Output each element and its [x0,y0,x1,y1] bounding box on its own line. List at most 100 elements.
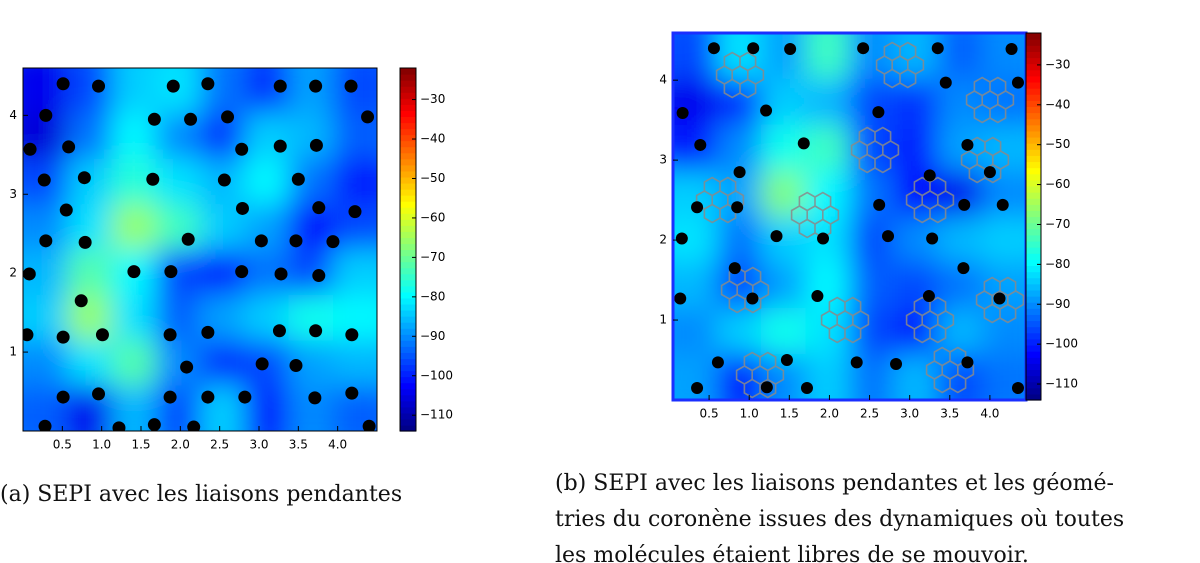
dangling-bond [78,235,92,249]
heatmap-cell [937,170,983,218]
dangling-bond [931,42,944,55]
heatmap-cell [893,262,939,310]
dangling-bond [850,356,863,369]
heatmap [673,33,1026,400]
dangling-bond [676,106,689,119]
dangling-bond [770,230,783,243]
x-tick-label: 0.5 [53,438,72,452]
colorbar-segment [400,68,416,75]
colorbar-segment [1026,332,1041,340]
heatmap-cell [893,124,939,172]
y-tick-label: 3 [9,187,17,201]
heatmap-cell [893,308,939,356]
dangling-bond [922,290,935,303]
colorbar-segment [400,303,416,311]
heatmap-cell [288,249,334,296]
heatmap-cell [805,124,851,172]
dangling-bond [961,138,974,151]
dangling-bond [56,390,70,404]
heatmap-cell [849,124,895,172]
colorbar-segment [400,170,416,178]
colorbar-tick-label: −30 [1045,57,1070,71]
molecule [905,176,955,224]
y-tick-label: 2 [9,266,17,280]
molecule [720,266,770,314]
colorbar-segment [400,122,416,130]
colorbar-segment [400,140,416,148]
dangling-bond [235,201,249,215]
dangling-bond [59,203,73,217]
heatmap-cell [761,33,807,80]
colorbar-segment [1026,118,1041,126]
colorbar-segment [400,80,416,87]
dangling-bond [817,232,830,245]
molecule [925,346,975,394]
dangling-bond [146,172,160,186]
dangling-bond [760,104,773,117]
colorbar-segment [1026,326,1041,334]
colorbar-segment [400,297,416,305]
dangling-bond [361,110,375,124]
colorbar-segment [400,346,416,353]
colorbar-segment [1026,210,1041,218]
colorbar-segment [400,334,416,341]
colorbar-segment [1026,143,1041,150]
colorbar-segment [1026,130,1041,138]
colorbar-segment [1026,283,1041,291]
heatmap-cell [717,216,763,264]
colorbar-tick-label: −50 [420,171,445,185]
molecule [790,191,840,239]
heatmap-cell [67,113,113,160]
colorbar-segment [400,291,416,299]
colorbar-segment [400,255,416,263]
colorbar-segment [400,322,416,329]
colorbar-segment [400,267,416,275]
colorbar-segment [400,249,416,257]
heatmap-cell [717,308,763,356]
x-tick-label: 3.5 [940,407,959,421]
y-tick-label: 4 [659,73,667,87]
molecule [820,296,870,344]
heatmap-cell [761,78,807,126]
dangling-bond [163,390,177,404]
dangling-bond [147,418,161,431]
heatmap-cell [244,385,290,431]
colorbar-segment [400,231,416,238]
colorbar-frame [1025,32,1042,401]
dangling-bond [273,79,287,93]
colorbar-segment [400,310,416,317]
colorbar-segment [1026,161,1041,169]
heatmap-cell [111,68,157,115]
caption: les molécules étaient libres de se mouvo… [555,543,1029,563]
colorbar-segment [1026,259,1041,267]
colorbar-segment [400,352,416,359]
dangling-bond [961,356,974,369]
colorbar-segment [400,182,416,190]
dangling-bond [957,262,970,275]
colorbar-segment [1026,247,1041,254]
colorbar-segment [400,285,416,293]
colorbar-segment [400,273,416,281]
colorbar-segment [1026,302,1041,309]
colorbar-segment [400,382,416,390]
dangling-bond [255,357,269,371]
heatmap-cell [849,262,895,310]
colorbar-tick-label: −40 [1045,97,1070,111]
dangling-bond [733,166,746,179]
dangling-bond [77,171,91,185]
dangling-bond [254,234,268,248]
heatmap-cell [761,124,807,172]
heatmap-cell [332,158,377,206]
colorbar-segment [400,116,416,124]
heatmap-cell [981,308,1026,356]
colorbar-segment [1026,234,1041,242]
colorbar-segment [1026,320,1041,328]
colorbar-segment [400,134,416,142]
colorbar-segment [1026,179,1041,187]
dangling-bond [731,201,744,214]
dangling-bond [675,232,688,245]
molecule [735,351,785,399]
dangling-bond [180,360,194,374]
dangling-bond [221,110,235,124]
heatmap-cell [805,354,851,400]
